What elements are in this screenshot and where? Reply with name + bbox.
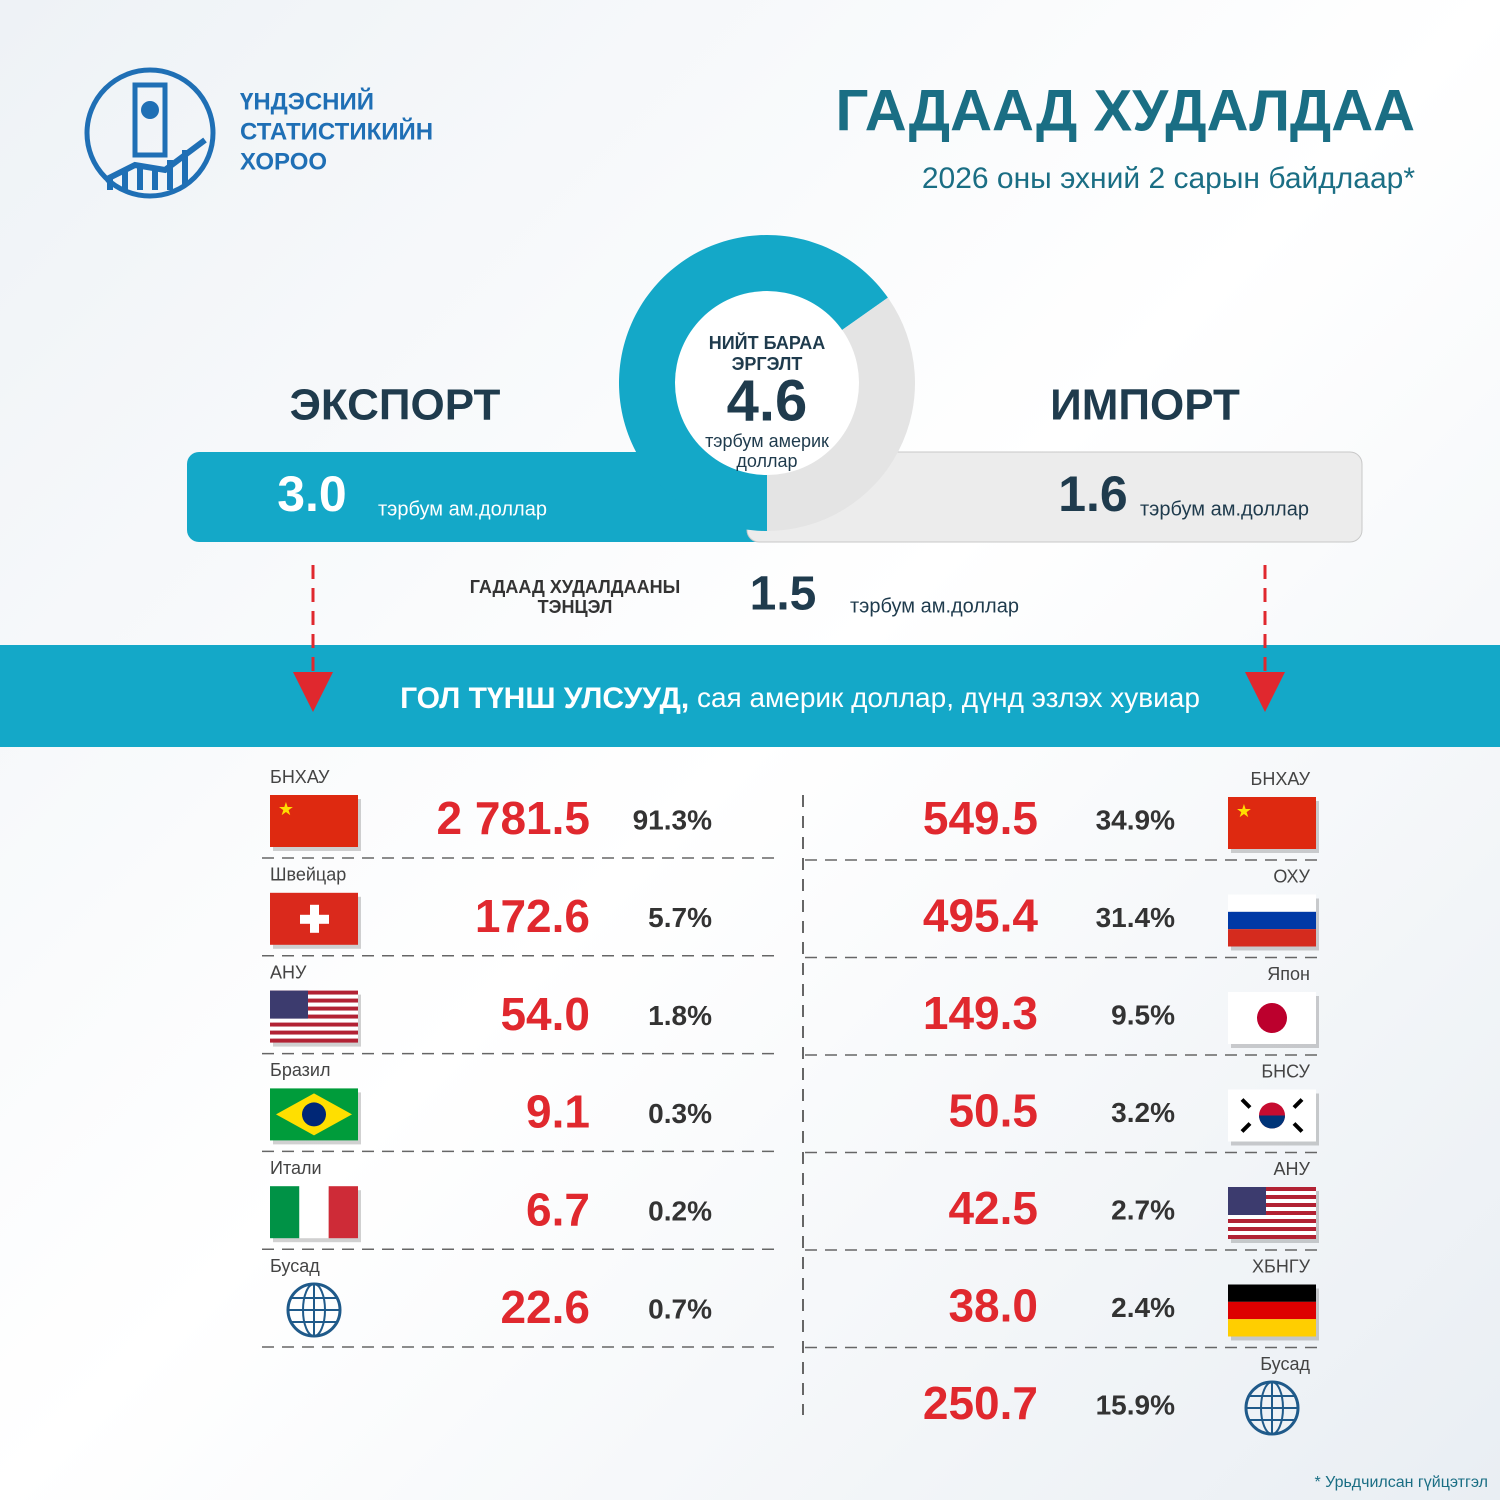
import-country: Бусад	[1260, 1354, 1310, 1374]
total-unit: тэрбум америк	[705, 431, 829, 451]
flag	[1228, 894, 1319, 951]
flag	[1244, 1380, 1300, 1436]
import-value: 42.5	[948, 1182, 1038, 1234]
flag	[1228, 992, 1319, 1048]
balance-label: ГАДААД ХУДАЛДААНЫ	[470, 577, 680, 597]
flag	[270, 1186, 361, 1243]
export-country: Итали	[270, 1158, 322, 1178]
import-country: ОХУ	[1273, 866, 1310, 886]
balance-label: ТЭНЦЭЛ	[538, 597, 613, 617]
import-value: 250.7	[923, 1377, 1038, 1429]
flag	[286, 1282, 342, 1338]
subtitle: 2026 оны эхний 2 сарын байдлаар*	[922, 162, 1415, 195]
org-name: ҮНДЭСНИЙ	[240, 87, 374, 115]
import-country: АНУ	[1274, 1159, 1311, 1179]
import-share: 34.9%	[1096, 804, 1175, 835]
total-unit: доллар	[736, 451, 797, 471]
import-share: 15.9%	[1096, 1389, 1175, 1420]
flag	[270, 1088, 361, 1145]
export-value: 22.6	[500, 1281, 590, 1333]
title: ГАДААД ХУДАЛДАА	[836, 78, 1415, 143]
banner-text: ГОЛ ТҮНШ УЛСУУД, сая америк доллар, дүнд…	[400, 682, 1200, 715]
balance-value: 1.5	[750, 568, 817, 621]
import-value: 1.6	[1058, 466, 1128, 522]
import-value: 38.0	[948, 1280, 1038, 1332]
export-value: 54.0	[500, 988, 590, 1040]
import-country: Япон	[1267, 964, 1310, 984]
export-country: Бусад	[270, 1256, 320, 1276]
import-share: 3.2%	[1111, 1097, 1175, 1128]
flag: ★	[270, 795, 361, 851]
export-value: 2 781.5	[437, 792, 590, 844]
export-unit: тэрбум ам.доллар	[378, 498, 547, 520]
logo	[84, 67, 216, 199]
export-country: Бразил	[270, 1060, 330, 1080]
import-label: ИМПОРТ	[1050, 381, 1240, 430]
flag	[1228, 1284, 1319, 1341]
svg-text:★: ★	[1236, 801, 1252, 821]
import-value: 149.3	[923, 987, 1038, 1039]
export-share: 0.7%	[648, 1293, 712, 1324]
banner-title: ГОЛ ТҮНШ УЛСУУД,	[400, 682, 689, 715]
arrows	[311, 565, 1267, 675]
export-label: ЭКСПОРТ	[290, 381, 501, 430]
import-share: 2.4%	[1111, 1292, 1175, 1323]
import-value: 50.5	[948, 1085, 1038, 1137]
import-country: БНХАУ	[1251, 769, 1311, 789]
import-country: ХБНГУ	[1252, 1256, 1311, 1276]
export-share: 91.3%	[633, 804, 712, 835]
flag	[270, 892, 361, 949]
import-value: 549.5	[923, 792, 1038, 844]
import-unit: тэрбум ам.доллар	[1140, 498, 1309, 520]
export-bar	[187, 452, 787, 542]
banner	[0, 645, 1500, 747]
export-share: 0.2%	[648, 1196, 712, 1227]
export-country: Швейцар	[270, 865, 346, 885]
import-country: БНСУ	[1261, 1061, 1310, 1081]
balance-unit: тэрбум ам.доллар	[850, 595, 1019, 617]
flag: ★	[1228, 797, 1319, 853]
org-name: СТАТИСТИКИЙН	[240, 117, 433, 145]
import-share: 31.4%	[1096, 902, 1175, 933]
import-share: 2.7%	[1111, 1194, 1175, 1225]
export-value: 3.0	[277, 466, 347, 522]
banner-subtitle: сая америк доллар, дүнд эзлэх хувиар	[697, 682, 1200, 713]
footnote: * Урьдчилсан гүйцэтгэл	[1314, 1474, 1488, 1491]
flag	[1228, 1187, 1319, 1243]
export-share: 0.3%	[648, 1098, 712, 1129]
donut-center	[675, 291, 859, 475]
export-share: 5.7%	[648, 902, 712, 933]
total-label: НИЙТ БАРАА	[709, 332, 826, 353]
export-value: 9.1	[526, 1086, 590, 1138]
import-share: 9.5%	[1111, 999, 1175, 1030]
flag	[270, 990, 361, 1047]
total-value: 4.6	[727, 368, 808, 433]
export-value: 6.7	[526, 1183, 590, 1235]
import-value: 495.4	[923, 890, 1039, 942]
total-label: ЭРГЭЛТ	[732, 354, 803, 374]
export-share: 1.8%	[648, 1000, 712, 1031]
svg-text:★: ★	[278, 799, 294, 819]
export-country: БНХАУ	[270, 767, 330, 787]
org-name: ХОРОО	[240, 148, 327, 175]
flag	[1228, 1089, 1319, 1146]
export-value: 172.6	[475, 890, 590, 942]
export-country: АНУ	[270, 962, 307, 982]
